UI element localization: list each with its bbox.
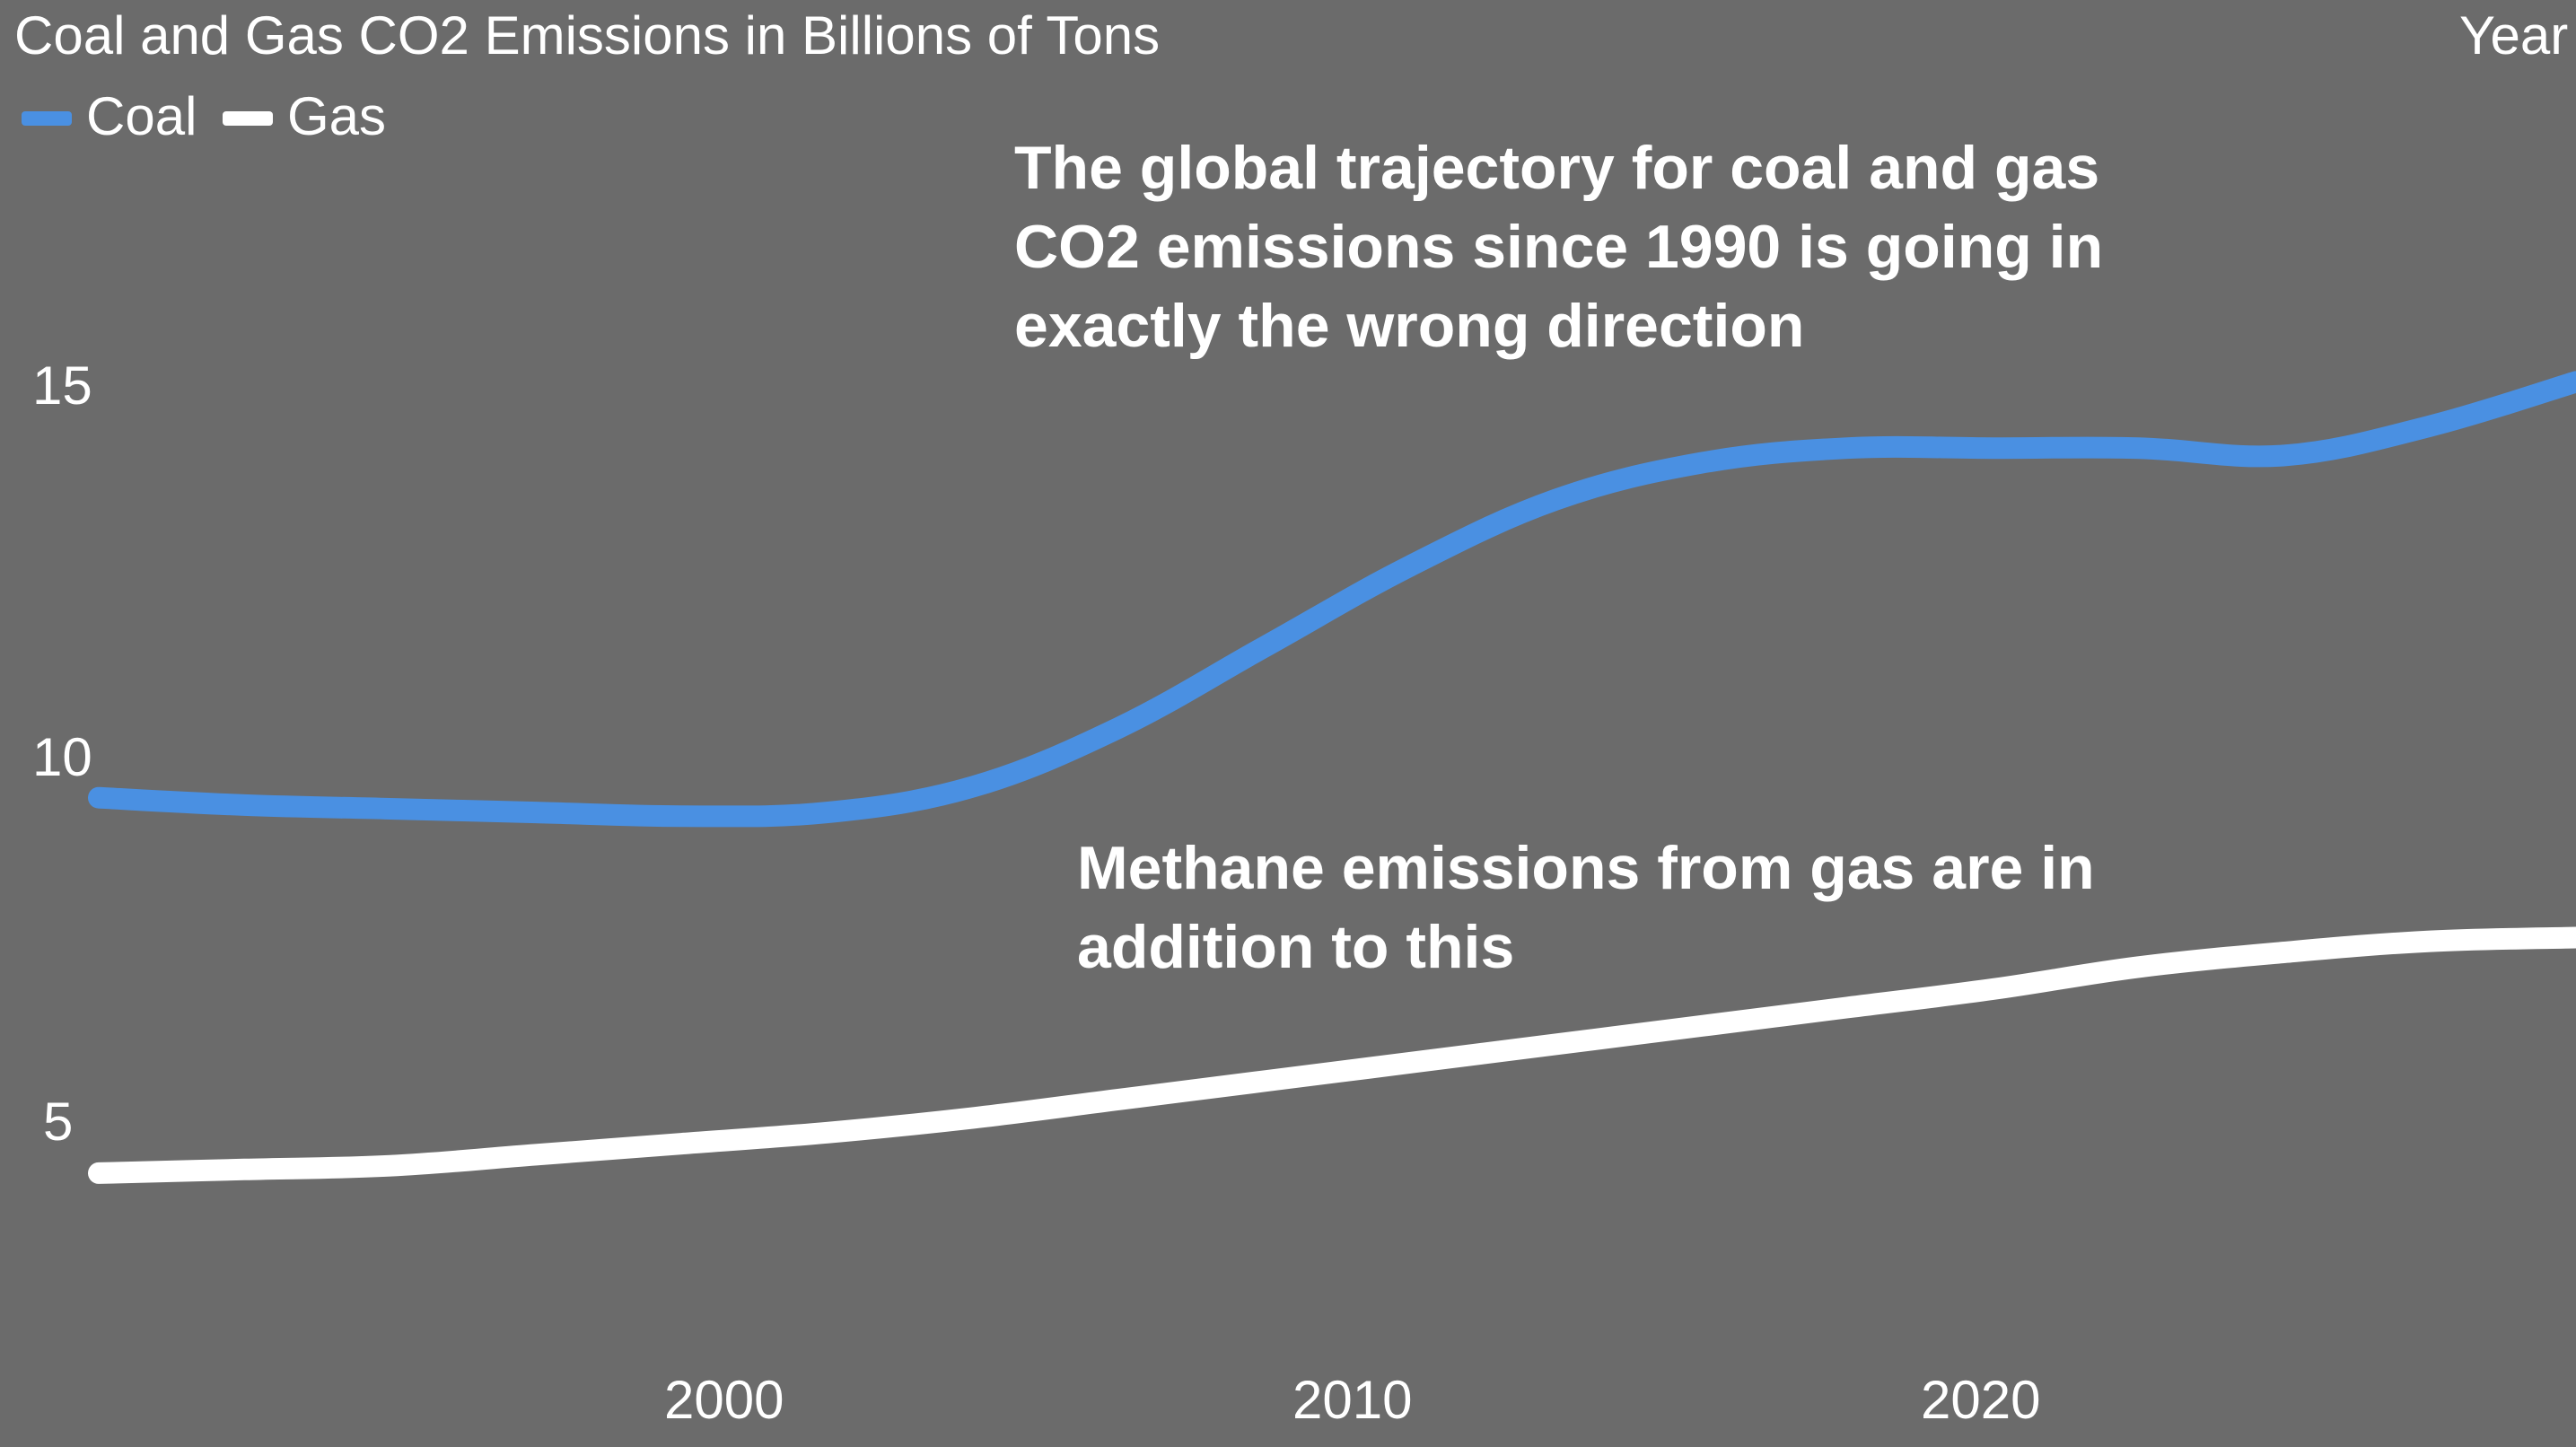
legend-label-gas: Gas	[287, 86, 386, 146]
y-tick-1: 10	[32, 727, 92, 787]
annotation-1-line-1: addition to this	[1077, 913, 1514, 981]
y-tick-0: 15	[32, 355, 92, 416]
x-axis-label: Year	[2459, 5, 2568, 66]
annotation-0-line-0: The global trajectory for coal and gas	[1014, 134, 2099, 202]
emissions-chart: Coal and Gas CO2 Emissions in Billions o…	[0, 0, 2576, 1447]
legend-swatch-coal	[22, 111, 72, 126]
x-tick-0: 2000	[664, 1370, 784, 1430]
chart-svg: Coal and Gas CO2 Emissions in Billions o…	[0, 0, 2576, 1447]
legend-swatch-gas	[223, 111, 273, 126]
annotation-0-line-2: exactly the wrong direction	[1014, 292, 1804, 360]
x-tick-1: 2010	[1292, 1370, 1412, 1430]
annotation-1-line-0: Methane emissions from gas are in	[1077, 834, 2095, 902]
legend-label-coal: Coal	[86, 86, 197, 146]
y-tick-2: 5	[43, 1092, 73, 1152]
chart-title: Coal and Gas CO2 Emissions in Billions o…	[14, 5, 1160, 66]
x-tick-2: 2020	[1921, 1370, 2040, 1430]
annotation-0-line-1: CO2 emissions since 1990 is going in	[1014, 213, 2103, 281]
